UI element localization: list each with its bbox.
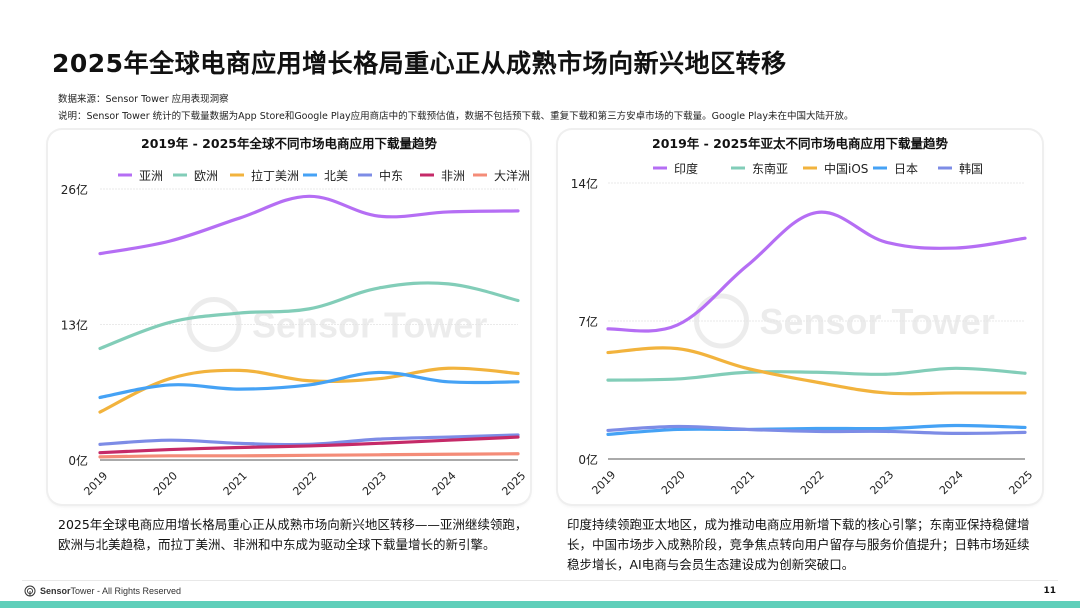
page-title: 2025年全球电商应用增长格局重心正从成熟市场向新兴地区转移 [52,49,787,78]
legend-label: 欧洲 [194,169,218,183]
x-tick-label: 2025 [1006,468,1035,497]
series-line-印度 [606,210,1027,333]
y-tick-label: 0亿 [68,453,88,468]
x-tick-label: 2021 [728,468,757,497]
footer-accent-bar [0,601,1080,608]
legend-label: 北美 [324,169,348,183]
footer: SensorTower - All Rights Reserved [24,585,181,597]
x-tick-label: 2024 [430,469,459,498]
series-line-日本 [606,423,1027,436]
footer-brand-tower: Tower [70,586,95,596]
chart-title: 2019年 - 2025年全球不同市场电商应用下载量趋势 [141,136,437,151]
footer-rights: - All Rights Reserved [94,586,182,596]
legend-label: 日本 [894,162,918,176]
y-tick-label: 26亿 [61,182,88,197]
legend-label: 非洲 [441,169,465,183]
apac-chart-card: Sensor Tower 2019年 - 2025年亚太不同市场电商应用下载量趋势… [558,130,1042,504]
global-description: 2025年全球电商应用增长格局重心正从成熟市场向新兴地区转移——亚洲继续领跑，欧… [58,517,528,552]
legend-label: 中国iOS [824,161,868,176]
x-tick-label: 2025 [499,469,528,498]
x-tick-label: 2019 [81,469,110,498]
y-tick-label: 7亿 [578,314,598,329]
apac-description: 印度持续领跑亚太地区，成为推动电商应用新增下载的核心引擎；东南亚保持稳健增长，中… [567,517,1030,572]
series-line-欧洲 [98,281,520,351]
series-line-亚洲 [98,194,520,256]
chart-title: 2019年 - 2025年亚太不同市场电商应用下载量趋势 [652,136,948,151]
series-line-韩国 [606,424,1027,435]
footer-divider [22,580,1058,581]
x-tick-label: 2020 [659,468,688,497]
legend-label: 大洋洲 [494,168,530,183]
y-tick-label: 0亿 [578,452,598,467]
x-tick-label: 2024 [937,468,966,497]
x-tick-label: 2023 [360,469,389,498]
x-tick-label: 2020 [151,469,180,498]
x-tick-label: 2021 [221,469,250,498]
y-tick-label: 13亿 [61,318,88,333]
note: 说明：Sensor Tower 统计的下载量数据为App Store和Googl… [58,111,854,122]
legend-label: 亚洲 [139,169,163,183]
apac-line-chart: Sensor Tower 2019年 - 2025年亚太不同市场电商应用下载量趋势… [571,136,1036,497]
x-tick-label: 2023 [867,468,896,497]
series-line-大洋洲 [98,452,520,459]
page-number: 11 [1043,586,1056,596]
series-line-拉丁美洲 [98,366,520,414]
footer-brand-sensor: Sensor [40,586,71,596]
data-source: 数据来源：Sensor Tower 应用表现洞察 [58,94,229,105]
x-tick-label: 2022 [798,468,827,497]
legend-label: 东南亚 [752,161,788,176]
legend-label: 中东 [379,168,403,183]
series-line-东南亚 [606,366,1027,382]
global-chart-card: Sensor Tower 2019年 - 2025年全球不同市场电商应用下载量趋势… [48,130,530,504]
series-line-中国iOS [606,346,1027,396]
sensor-tower-logo-icon [24,585,36,597]
legend-label: 印度 [674,161,698,176]
legend-label: 拉丁美洲 [251,168,299,183]
legend-label: 韩国 [959,161,983,176]
x-tick-label: 2019 [589,468,618,497]
series-line-非洲 [98,435,520,455]
watermark-text: Sensor Tower [760,301,995,342]
y-tick-label: 14亿 [571,176,598,191]
x-tick-label: 2022 [290,469,319,498]
series-line-北美 [98,370,520,400]
